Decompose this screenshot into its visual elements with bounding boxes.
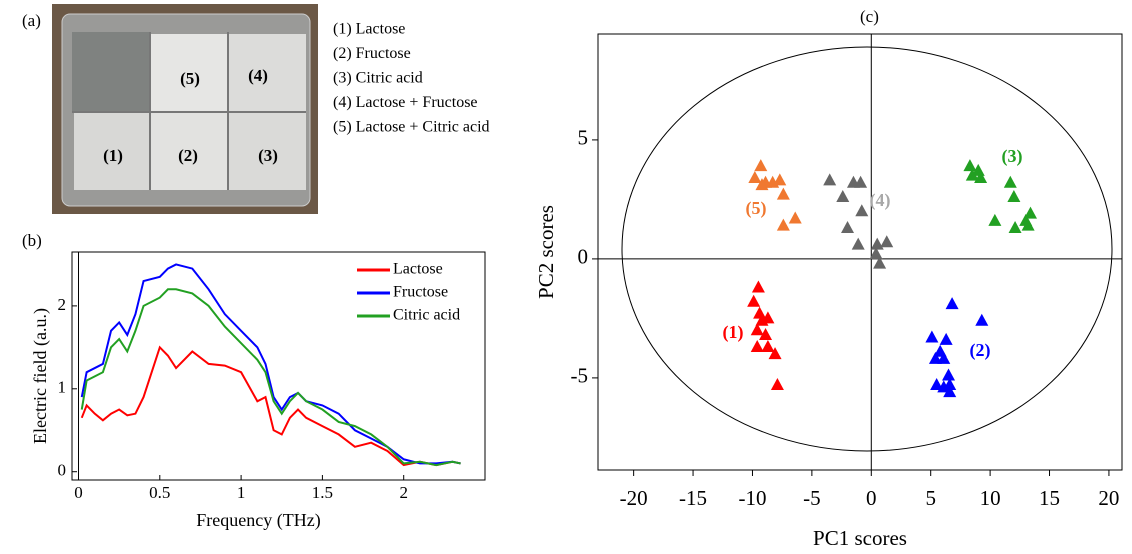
x-tick-label: -5 — [803, 486, 821, 510]
plot-frame — [597, 33, 1123, 471]
x-tick-label: 20 — [1098, 486, 1119, 510]
scatter-point — [930, 378, 944, 391]
scatter-point — [761, 311, 775, 324]
panel-label: (c) — [860, 7, 879, 26]
scatter-point — [750, 323, 764, 336]
scatter-point — [854, 175, 868, 188]
legend-text: (1) Lactose — [333, 21, 405, 38]
scatter-point — [945, 297, 959, 310]
scatter-point — [943, 378, 957, 391]
legend-text: Fructose — [393, 284, 448, 301]
y-tick-label: 0 — [58, 461, 67, 480]
scatter-point — [851, 237, 865, 250]
line-series — [80, 263, 461, 465]
x-tick-label: 0 — [74, 483, 83, 502]
scatter-point — [776, 187, 790, 200]
scatter-point — [747, 294, 761, 307]
y-tick-label: 5 — [578, 126, 589, 150]
legend-text: (4) Lactose + Fructose — [333, 94, 478, 111]
scatter-point — [869, 247, 883, 260]
x-tick-label: 1 — [237, 483, 246, 502]
legend-text: (5) Lactose + Citric acid — [333, 119, 490, 136]
x-axis-label: Frequency (THz) — [196, 510, 320, 531]
line-series — [80, 345, 461, 467]
y-tick-label: 1 — [58, 378, 67, 397]
x-tick-label: 10 — [980, 486, 1001, 510]
x-tick-label: 2 — [399, 483, 408, 502]
scatter-point — [750, 339, 764, 352]
scatter-point — [988, 213, 1002, 226]
scatter-point — [761, 339, 775, 352]
scatter-point — [974, 170, 988, 183]
y-tick-label: 0 — [578, 245, 589, 269]
y-tick-label: -5 — [571, 364, 589, 388]
cluster-label: (4) — [870, 190, 891, 211]
cluster-label: (3) — [1002, 146, 1023, 167]
x-axis-label: PC1 scores — [813, 526, 907, 550]
scatter-point — [873, 256, 887, 269]
photo-label: (4) — [248, 66, 268, 85]
legend-text: Lactose — [393, 261, 443, 278]
scatter-point — [925, 330, 939, 343]
plot-frame — [71, 251, 486, 481]
confidence-ellipse — [621, 46, 1113, 452]
scatter-point — [939, 332, 953, 345]
scatter-point — [870, 237, 884, 250]
photo-label: (3) — [258, 146, 278, 165]
scatter-point — [841, 220, 855, 233]
scatter-point — [754, 159, 768, 172]
scatter-point — [975, 313, 989, 326]
x-tick-label: 0.5 — [149, 483, 170, 502]
x-tick-label: -15 — [679, 486, 707, 510]
scatter-point — [836, 190, 850, 203]
scatter-point — [748, 170, 762, 183]
legend-text: (2) Fructose — [333, 45, 411, 62]
x-tick-label: -20 — [620, 486, 648, 510]
scatter-point — [963, 159, 977, 172]
panel-label: (b) — [22, 231, 42, 250]
scatter-point — [773, 173, 787, 186]
panel-label: (a) — [22, 11, 41, 30]
cluster-label: (1) — [723, 322, 744, 343]
scatter-point — [965, 168, 979, 181]
scatter-point — [937, 351, 951, 364]
legend-text: (3) Citric acid — [333, 70, 423, 87]
scatter-point — [770, 378, 784, 391]
y-axis-label: PC2 scores — [534, 205, 558, 299]
x-tick-label: -10 — [738, 486, 766, 510]
x-tick-label: 1.5 — [312, 483, 333, 502]
cluster-label: (2) — [970, 340, 991, 361]
photo-label: (5) — [180, 69, 200, 88]
scatter-point — [943, 385, 957, 398]
x-tick-label: 15 — [1039, 486, 1060, 510]
line-series — [80, 288, 461, 467]
legend-text: Citric acid — [393, 307, 460, 324]
scatter-point — [755, 178, 769, 191]
scatter-point — [880, 235, 894, 248]
scatter-point — [776, 218, 790, 231]
scatter-point — [1021, 218, 1035, 231]
y-axis-label: Electric field (a.u.) — [30, 308, 51, 444]
scatter-point — [1008, 220, 1022, 233]
x-tick-label: 5 — [925, 486, 936, 510]
scatter-point — [751, 280, 765, 293]
scatter-point — [928, 351, 942, 364]
scatter-point — [942, 368, 956, 381]
scatter-point — [855, 204, 869, 217]
photo-label: (2) — [178, 146, 198, 165]
scatter-point — [768, 347, 782, 360]
cluster-label: (5) — [746, 198, 767, 219]
scatter-point — [759, 328, 773, 341]
y-tick-label: 2 — [58, 295, 67, 314]
scatter-point — [1003, 175, 1017, 188]
photo-label: (1) — [103, 146, 123, 165]
scatter-point — [823, 173, 837, 186]
scatter-point — [753, 306, 767, 319]
scatter-point — [1007, 190, 1021, 203]
photo — [52, 4, 318, 214]
scatter-point — [788, 211, 802, 224]
x-tick-label: 0 — [866, 486, 877, 510]
scatter-point — [1024, 206, 1038, 219]
